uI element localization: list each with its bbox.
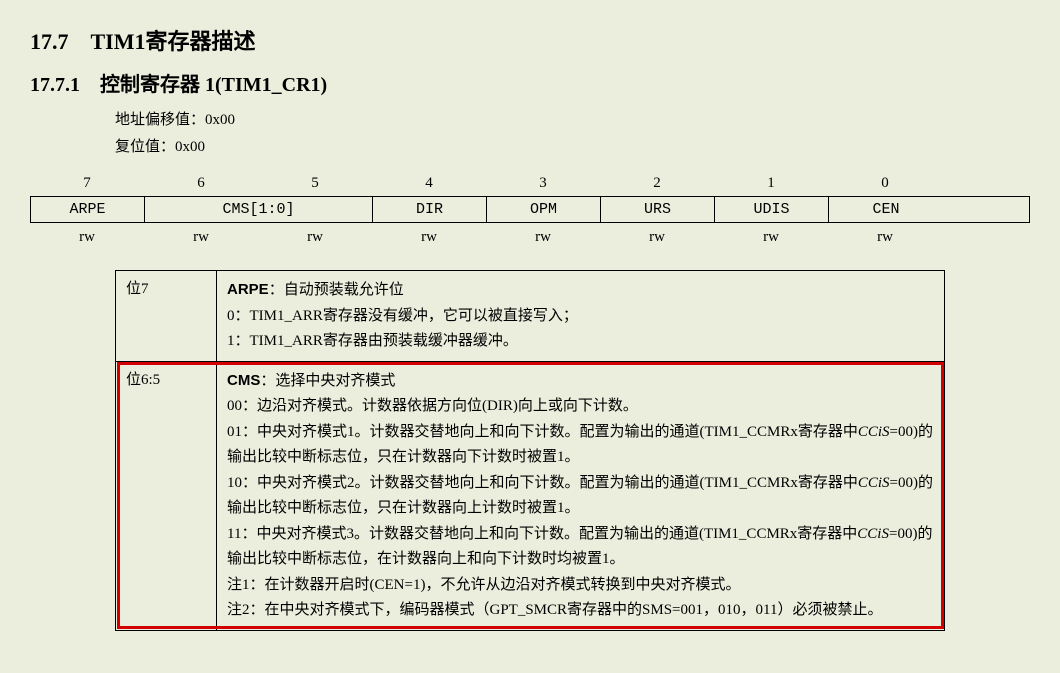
bit-num: 1 xyxy=(714,175,828,192)
address-offset: 地址偏移值：0x00 xyxy=(115,107,1030,134)
bit-num: 7 xyxy=(30,175,144,192)
bit-num: 3 xyxy=(486,175,600,192)
bit-rw-row: rw rw rw rw rw rw rw rw xyxy=(30,229,1030,246)
rw-cell: rw xyxy=(828,229,942,246)
bit-label: 位7 xyxy=(116,271,217,362)
subsection-heading: 17.7.1 控制寄存器 1(TIM1_CR1) xyxy=(30,68,1030,97)
bit-num: 2 xyxy=(600,175,714,192)
rw-cell: rw xyxy=(30,229,144,246)
field-arpe: ARPE xyxy=(31,197,145,222)
field-udis: UDIS xyxy=(715,197,829,222)
bit-field-row: ARPE CMS[1:0] DIR OPM URS UDIS CEN xyxy=(30,196,1030,223)
bit-description: CMS：选择中央对齐模式 00：边沿对齐模式。计数器依据方向位(DIR)向上或向… xyxy=(217,361,945,630)
desc-line: 10：中央对齐模式2。计数器交替地向上和向下计数。配置为输出的通道(TIM1_C… xyxy=(227,475,858,491)
table-row: 位7 ARPE：自动预装载允许位 0：TIM1_ARR寄存器没有缓冲，它可以被直… xyxy=(116,271,945,362)
rw-cell: rw xyxy=(714,229,828,246)
bit-num: 0 xyxy=(828,175,942,192)
sep: ： xyxy=(260,373,275,389)
desc-line: 注1：在计数器开启时(CEN=1)，不允许从边沿对齐模式转换到中央对齐模式。 xyxy=(227,577,740,593)
field-cen: CEN xyxy=(829,197,943,222)
description-table: 位7 ARPE：自动预装载允许位 0：TIM1_ARR寄存器没有缓冲，它可以被直… xyxy=(115,270,945,631)
desc-line: 0：TIM1_ARR寄存器没有缓冲，它可以被直接写入； xyxy=(227,308,578,324)
bit-number-row: 7 6 5 4 3 2 1 0 xyxy=(30,175,1030,192)
field-dir: DIR xyxy=(373,197,487,222)
desc-line: 01：中央对齐模式1。计数器交替地向上和向下计数。配置为输出的通道(TIM1_C… xyxy=(227,424,858,440)
bit-label: 位6:5 xyxy=(116,361,217,630)
rw-cell: rw xyxy=(600,229,714,246)
desc-line: 注2：在中央对齐模式下，编码器模式（GPT_SMCR寄存器中的SMS=001，0… xyxy=(227,602,882,618)
desc-line: 00：边沿对齐模式。计数器依据方向位(DIR)向上或向下计数。 xyxy=(227,398,638,414)
bit-num: 4 xyxy=(372,175,486,192)
field-title: 自动预装载允许位 xyxy=(284,282,404,298)
table-row: 位6:5 CMS：选择中央对齐模式 00：边沿对齐模式。计数器依据方向位(DIR… xyxy=(116,361,945,630)
rw-cell: rw xyxy=(372,229,486,246)
field-title: 选择中央对齐模式 xyxy=(275,373,395,389)
rw-cell: rw xyxy=(144,229,258,246)
field-opm: OPM xyxy=(487,197,601,222)
ccis: CCiS xyxy=(858,475,890,491)
rw-cell: rw xyxy=(258,229,372,246)
ccis: CCiS xyxy=(857,526,889,542)
reset-value: 复位值：0x00 xyxy=(115,134,1030,161)
desc-line: 11：中央对齐模式3。计数器交替地向上和向下计数。配置为输出的通道(TIM1_C… xyxy=(227,526,857,542)
sep: ： xyxy=(269,282,284,298)
section-heading: 17.7 TIM1寄存器描述 xyxy=(30,24,1030,56)
bit-num: 6 xyxy=(144,175,258,192)
bit-description: ARPE：自动预装载允许位 0：TIM1_ARR寄存器没有缓冲，它可以被直接写入… xyxy=(217,271,945,362)
desc-line: 1：TIM1_ARR寄存器由预装载缓冲器缓冲。 xyxy=(227,333,518,349)
field-name: ARPE xyxy=(227,281,269,298)
field-cms: CMS[1:0] xyxy=(145,197,373,222)
field-name: CMS xyxy=(227,372,260,389)
ccis: CCiS xyxy=(858,424,890,440)
field-urs: URS xyxy=(601,197,715,222)
rw-cell: rw xyxy=(486,229,600,246)
bit-num: 5 xyxy=(258,175,372,192)
